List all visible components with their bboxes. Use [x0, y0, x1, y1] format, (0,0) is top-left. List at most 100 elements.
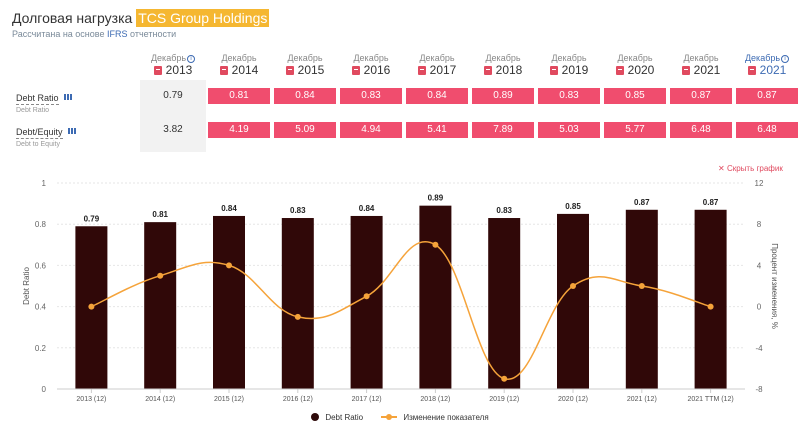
year-column-header[interactable]: Декабрь 2017 — [404, 53, 470, 77]
bar — [213, 215, 245, 389]
standard-link[interactable]: IFRS — [107, 29, 128, 39]
bar — [625, 209, 658, 389]
year-label: 2013 — [165, 63, 193, 77]
x-tick-label: 2016 (12) — [283, 396, 313, 403]
company-name[interactable]: TCS Group Holdings — [136, 9, 270, 27]
year-label: 2016 — [363, 63, 391, 77]
year-label: 2021 — [693, 63, 721, 77]
info-icon[interactable]: i — [187, 55, 196, 63]
year-line: 2014 — [206, 63, 272, 77]
bar — [557, 213, 589, 389]
year-column-header[interactable]: Декабрь 2014 — [206, 53, 272, 77]
bar-data-label: 0.83 — [290, 206, 306, 215]
debt-equity-label[interactable]: Debt/Equity — [16, 127, 63, 139]
year-column-header[interactable]: Декабрь 2021 — [668, 53, 734, 77]
table-cell: 4.94 — [340, 122, 402, 138]
table-cell: 5.41 — [406, 122, 468, 138]
subtitle-suffix: отчетности — [130, 29, 177, 39]
year-column-header[interactable]: Декабрь 2015 — [272, 53, 338, 77]
x-tick-label: 2015 (12) — [214, 396, 244, 403]
y-axis-title: Debt Ratio — [22, 267, 31, 305]
debt-ratio-label[interactable]: Debt Ratio — [16, 93, 59, 105]
row-label-debt-ratio[interactable]: Debt Ratio Debt Ratio — [16, 88, 72, 115]
y2-tick-label: 12 — [755, 179, 764, 188]
pdf-report-icon[interactable] — [351, 66, 360, 75]
year-line: 2020 — [602, 63, 668, 77]
legend-bar-marker — [311, 413, 320, 421]
month-label: Декабрь — [485, 53, 521, 63]
y2-axis-title: Процент изменения, % — [770, 243, 779, 329]
x-tick-label: 2013 (12) — [76, 396, 106, 403]
year-line: 2021 — [668, 63, 734, 77]
chart-bars-icon[interactable] — [67, 128, 76, 134]
bar-data-label: 0.84 — [221, 204, 237, 213]
year-column-header[interactable]: Декабрь 2019 — [536, 53, 602, 77]
bar-data-label: 0.89 — [428, 194, 444, 203]
table-cell: 5.03 — [538, 122, 600, 138]
chart-bars-icon[interactable] — [63, 94, 72, 100]
table-cell: 4.19 — [208, 122, 270, 138]
pdf-report-icon[interactable] — [615, 66, 624, 75]
year-column-header[interactable]: Декабрь 2020 — [602, 53, 668, 77]
bar-data-label: 0.87 — [703, 198, 719, 207]
legend-line-marker — [381, 414, 398, 420]
month-label: Декабрь — [419, 53, 455, 63]
legend-label-change: Изменение показателя — [403, 413, 489, 422]
header: Долговая нагрузка TCS Group Holdings Рас… — [12, 9, 270, 39]
title-prefix: Долговая нагрузка — [12, 10, 133, 26]
month-label: Декабрь — [221, 53, 257, 63]
year-column-header[interactable]: Декабрь i 2021 — [734, 53, 800, 77]
x-tick-label: 2021 TTM (12) — [688, 396, 734, 403]
y2-tick-label: 4 — [757, 261, 762, 270]
pdf-report-icon[interactable] — [681, 66, 690, 75]
bar — [488, 218, 521, 389]
x-tick-label: 2018 (12) — [420, 396, 450, 403]
info-icon[interactable]: i — [781, 55, 790, 63]
table-cell: 0.84 — [406, 88, 468, 104]
hide-chart-button[interactable]: ✕ Скрыть график — [718, 164, 783, 173]
pdf-report-icon[interactable] — [285, 66, 294, 75]
pdf-report-icon[interactable] — [219, 66, 228, 75]
y-tick-label: 0.2 — [35, 344, 47, 353]
year-line: 2021 — [734, 63, 800, 77]
bar-data-label: 0.81 — [152, 210, 168, 219]
table-cell: 0.79 — [163, 90, 183, 101]
pdf-report-icon[interactable] — [549, 66, 558, 75]
change-point — [363, 293, 370, 300]
pdf-report-icon[interactable] — [153, 66, 162, 75]
y-tick-label: 0 — [42, 385, 47, 394]
pdf-report-icon[interactable] — [483, 66, 492, 75]
table-cell: 6.48 — [736, 122, 798, 138]
x-tick-label: 2020 (12) — [558, 396, 588, 403]
x-tick-label: 2019 (12) — [489, 396, 519, 403]
y2-tick-label: 0 — [757, 303, 762, 312]
years-header: Декабрь i 2013 Декабрь 2014 Декабрь 2015 Декабр… — [140, 53, 800, 79]
pdf-report-icon[interactable] — [747, 66, 756, 75]
legend-item-debt-ratio[interactable]: Debt Ratio — [311, 413, 363, 422]
debt-ratio-sublabel: Debt Ratio — [16, 107, 50, 114]
x-tick-label: 2021 (12) — [627, 396, 657, 403]
legend-label-debt-ratio: Debt Ratio — [325, 413, 364, 422]
month-label: Декабрь — [353, 53, 389, 63]
year-column-header[interactable]: Декабрь i 2013 — [140, 53, 206, 77]
year-column-header[interactable]: Декабрь 2016 — [338, 53, 404, 77]
bar-data-label: 0.83 — [496, 206, 512, 215]
year-line: 2013 — [140, 63, 206, 77]
table-cell: 0.87 — [670, 88, 732, 104]
row-label-debt-equity[interactable]: Debt/Equity Debt to Equity — [16, 122, 76, 149]
year-label: 2021 — [759, 63, 787, 77]
month-label: Декабрь — [683, 53, 719, 63]
legend-item-change[interactable]: Изменение показателя — [381, 413, 489, 422]
table-cell: 0.83 — [538, 88, 600, 104]
year-label: 2018 — [495, 63, 523, 77]
y2-tick-label: 8 — [757, 220, 762, 229]
year-label: 2019 — [561, 63, 589, 77]
change-point — [226, 262, 232, 269]
month-label: Декабрь — [551, 53, 587, 63]
year-column-header[interactable]: Декабрь 2018 — [470, 53, 536, 77]
bar — [281, 218, 314, 389]
change-point — [294, 313, 301, 320]
pdf-report-icon[interactable] — [417, 66, 426, 75]
table-cell: 3.82 — [163, 124, 183, 135]
y-tick-label: 0.6 — [35, 261, 47, 270]
